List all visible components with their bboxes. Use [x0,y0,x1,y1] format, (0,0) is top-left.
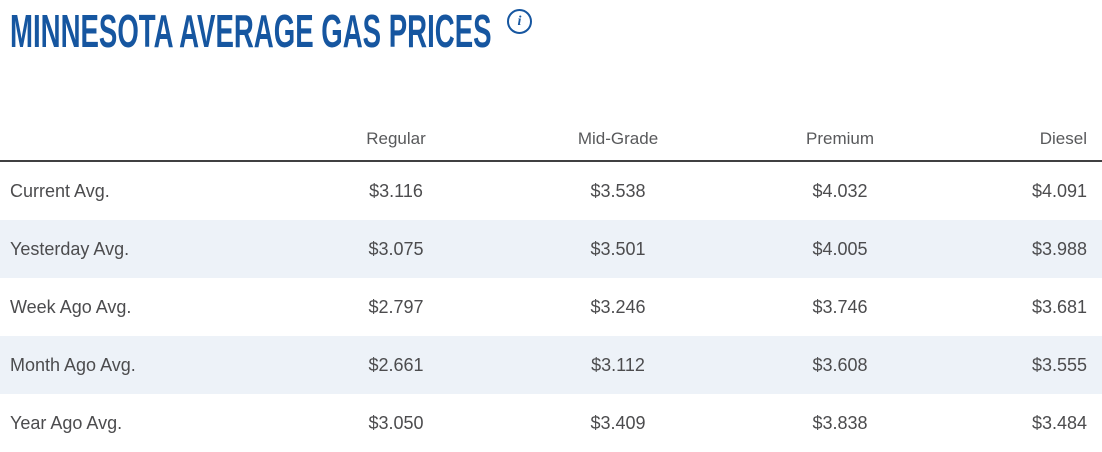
gas-prices-table: Regular Mid-Grade Premium Diesel Current… [0,103,1102,452]
table-header-row: Regular Mid-Grade Premium Diesel [0,103,1102,162]
column-header-regular: Regular [285,103,507,162]
row-label-column-header [0,103,285,162]
column-header-midgrade: Mid-Grade [507,103,729,162]
price-cell: $3.484 [1031,412,1087,433]
table-body: Current Avg. $3.116 $3.538 $4.032 $4.091 Yest… [0,161,1102,452]
price-cell: $3.501 [590,238,646,259]
column-header-premium: Premium [729,103,951,162]
price-cell: $3.075 [368,238,424,259]
row-label: Current Avg. [10,180,110,201]
price-cell: $3.988 [1031,238,1087,259]
info-icon-glyph: i [517,13,522,29]
price-cell: $4.091 [1031,180,1087,201]
price-cell: $4.005 [812,238,868,259]
price-cell: $2.797 [368,296,424,317]
price-cell: $3.538 [590,180,646,201]
price-cell: $3.246 [590,296,646,317]
price-cell: $3.555 [1031,354,1087,375]
page-title: MINNESOTA AVERAGE GAS PRICES [10,5,492,57]
price-cell: $3.112 [591,354,645,375]
price-cell: $2.661 [368,354,424,375]
row-label: Year Ago Avg. [10,412,123,433]
price-cell: $3.608 [812,354,868,375]
price-cell: $3.746 [812,296,868,317]
table-row: Week Ago Avg. $2.797 $3.246 $3.746 $3.681 [0,278,1102,336]
price-cell: $3.681 [1031,296,1087,317]
page-header: MINNESOTA AVERAGE GAS PRICES i [0,0,1102,54]
price-cell: $3.409 [590,412,646,433]
row-label: Yesterday Avg. [10,238,130,259]
price-cell: $3.838 [812,412,868,433]
column-header-diesel: Diesel [951,103,1102,162]
row-label: Week Ago Avg. [10,296,132,317]
table-row: Year Ago Avg. $3.050 $3.409 $3.838 $3.484 [0,394,1102,452]
price-cell: $3.116 [369,180,423,201]
info-icon[interactable]: i [507,9,532,34]
price-cell: $4.032 [812,180,868,201]
row-label: Month Ago Avg. [10,354,136,375]
price-cell: $3.050 [368,412,424,433]
table-row: Current Avg. $3.116 $3.538 $4.032 $4.091 [0,161,1102,220]
table-row: Month Ago Avg. $2.661 $3.112 $3.608 $3.555 [0,336,1102,394]
table-row: Yesterday Avg. $3.075 $3.501 $4.005 $3.988 [0,220,1102,278]
